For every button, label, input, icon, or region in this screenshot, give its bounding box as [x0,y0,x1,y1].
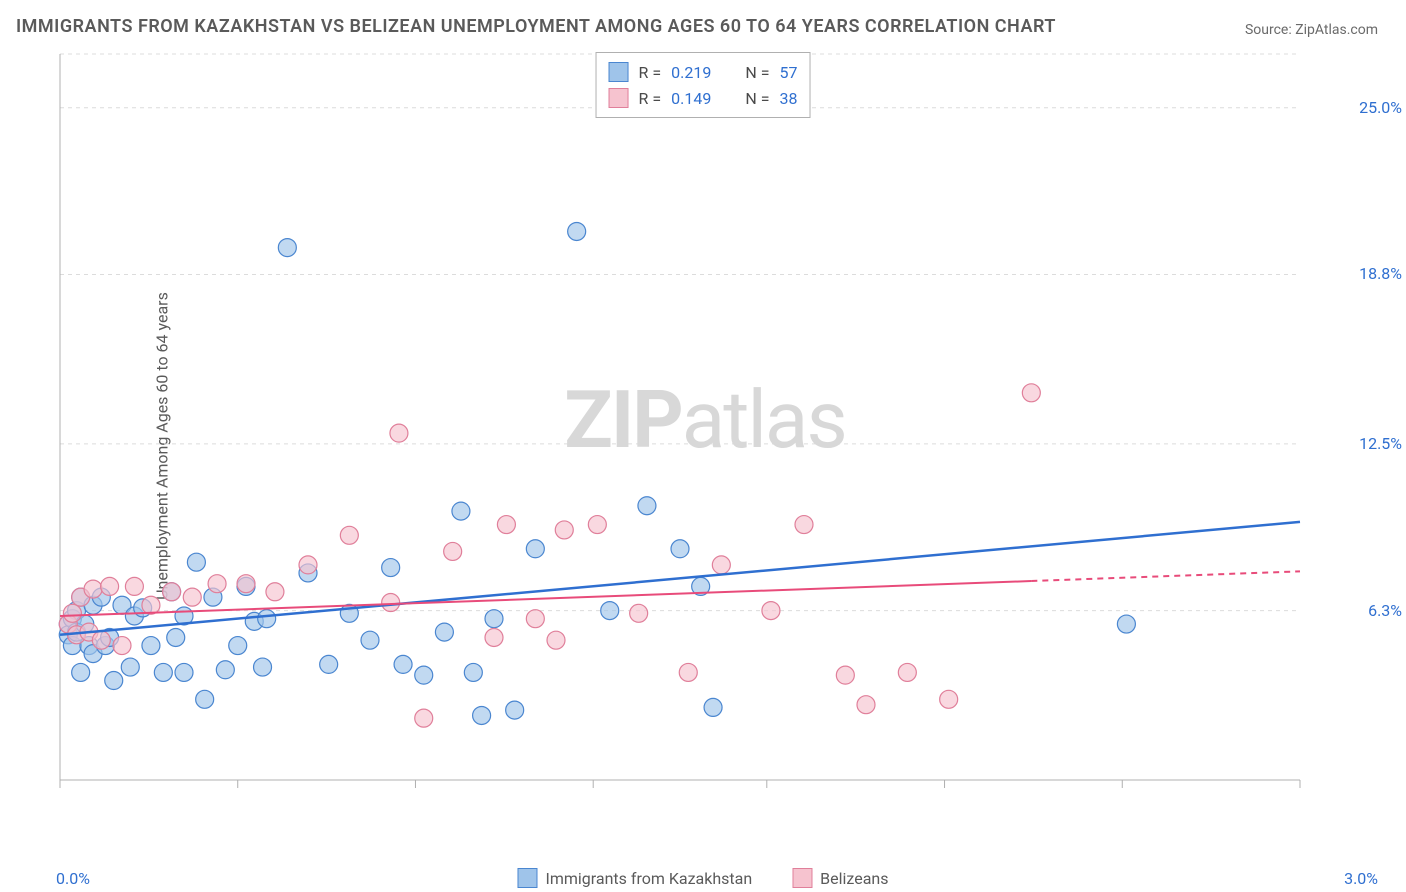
scatter-point-belizeans [101,577,119,595]
scatter-point-belizeans [125,577,143,595]
trend-line-belizeans-ext [1031,571,1300,581]
legend-stats: R = 0.219 N = 57 R = 0.149 N = 38 [596,52,811,118]
legend-stats-row: R = 0.219 N = 57 [609,59,798,85]
scatter-point-kazakhstan [415,666,433,684]
r-value: 0.149 [671,89,711,108]
scatter-point-kazakhstan [568,222,586,240]
scatter-point-belizeans [526,610,544,628]
y-tick-label: 25.0% [1359,98,1402,117]
scatter-point-belizeans [84,580,102,598]
x-axis-max-label: 3.0% [1344,869,1378,888]
legend-series: Immigrants from Kazakhstan Belizeans [517,868,888,888]
scatter-point-belizeans [555,521,573,539]
scatter-point-belizeans [390,424,408,442]
r-label: R = [639,89,662,108]
legend-series-item: Belizeans [792,868,888,888]
legend-swatch [609,88,629,108]
scatter-point-kazakhstan [187,553,205,571]
scatter-point-belizeans [340,526,358,544]
scatter-point-belizeans [208,575,226,593]
scatter-point-kazakhstan [394,655,412,673]
scatter-point-kazakhstan [601,602,619,620]
scatter-point-belizeans [795,516,813,534]
scatter-point-belizeans [679,663,697,681]
scatter-point-kazakhstan [121,658,139,676]
scatter-point-belizeans [857,696,875,714]
scatter-point-belizeans [266,583,284,601]
n-value: 57 [779,63,797,82]
legend-series-item: Immigrants from Kazakhstan [517,868,752,888]
x-axis-min-label: 0.0% [56,869,90,888]
scatter-point-kazakhstan [485,610,503,628]
scatter-point-belizeans [940,690,958,708]
scatter-svg [50,50,1360,820]
legend-swatch [792,868,812,888]
scatter-point-belizeans [712,556,730,574]
scatter-point-kazakhstan [175,663,193,681]
scatter-point-belizeans [237,575,255,593]
scatter-point-belizeans [762,602,780,620]
scatter-point-belizeans [630,604,648,622]
source-attribution: Source: ZipAtlas.com [1245,22,1378,38]
legend-swatch [609,62,629,82]
scatter-point-kazakhstan [105,672,123,690]
scatter-point-kazakhstan [452,502,470,520]
scatter-point-kazakhstan [320,655,338,673]
scatter-point-belizeans [836,666,854,684]
scatter-point-belizeans [92,631,110,649]
scatter-point-kazakhstan [254,658,272,676]
scatter-point-kazakhstan [1117,615,1135,633]
scatter-point-kazakhstan [154,663,172,681]
scatter-point-kazakhstan [361,631,379,649]
legend-stats-row: R = 0.149 N = 38 [609,85,798,111]
scatter-point-kazakhstan [196,690,214,708]
scatter-point-kazakhstan [464,663,482,681]
scatter-point-belizeans [485,628,503,646]
y-tick-label: 18.8% [1359,264,1402,283]
scatter-point-belizeans [547,631,565,649]
scatter-point-belizeans [1022,384,1040,402]
scatter-point-kazakhstan [229,637,247,655]
chart-title: IMMIGRANTS FROM KAZAKHSTAN VS BELIZEAN U… [16,16,1056,37]
scatter-point-belizeans [299,556,317,574]
scatter-point-kazakhstan [526,540,544,558]
scatter-point-kazakhstan [72,663,90,681]
r-value: 0.219 [671,63,711,82]
y-tick-label: 12.5% [1359,434,1402,453]
scatter-point-belizeans [382,594,400,612]
n-value: 38 [779,89,797,108]
scatter-point-kazakhstan [258,610,276,628]
n-label: N = [745,89,769,108]
scatter-point-belizeans [497,516,515,534]
scatter-point-belizeans [163,583,181,601]
scatter-point-kazakhstan [671,540,689,558]
scatter-point-belizeans [588,516,606,534]
scatter-point-kazakhstan [382,559,400,577]
scatter-point-belizeans [898,663,916,681]
scatter-point-kazakhstan [506,701,524,719]
y-tick-label: 6.3% [1368,601,1402,620]
scatter-point-kazakhstan [638,497,656,515]
scatter-point-kazakhstan [167,628,185,646]
legend-series-label: Belizeans [820,869,888,888]
scatter-point-kazakhstan [278,239,296,257]
r-label: R = [639,63,662,82]
n-label: N = [745,63,769,82]
scatter-point-kazakhstan [704,698,722,716]
scatter-point-belizeans [183,588,201,606]
legend-swatch [517,868,537,888]
scatter-point-kazakhstan [473,706,491,724]
legend-series-label: Immigrants from Kazakhstan [545,869,752,888]
scatter-point-kazakhstan [142,637,160,655]
scatter-point-kazakhstan [216,661,234,679]
plot-area: ZIPatlas [50,50,1360,820]
scatter-point-kazakhstan [435,623,453,641]
scatter-point-belizeans [415,709,433,727]
scatter-point-belizeans [444,542,462,560]
scatter-point-belizeans [113,637,131,655]
scatter-point-belizeans [63,604,81,622]
